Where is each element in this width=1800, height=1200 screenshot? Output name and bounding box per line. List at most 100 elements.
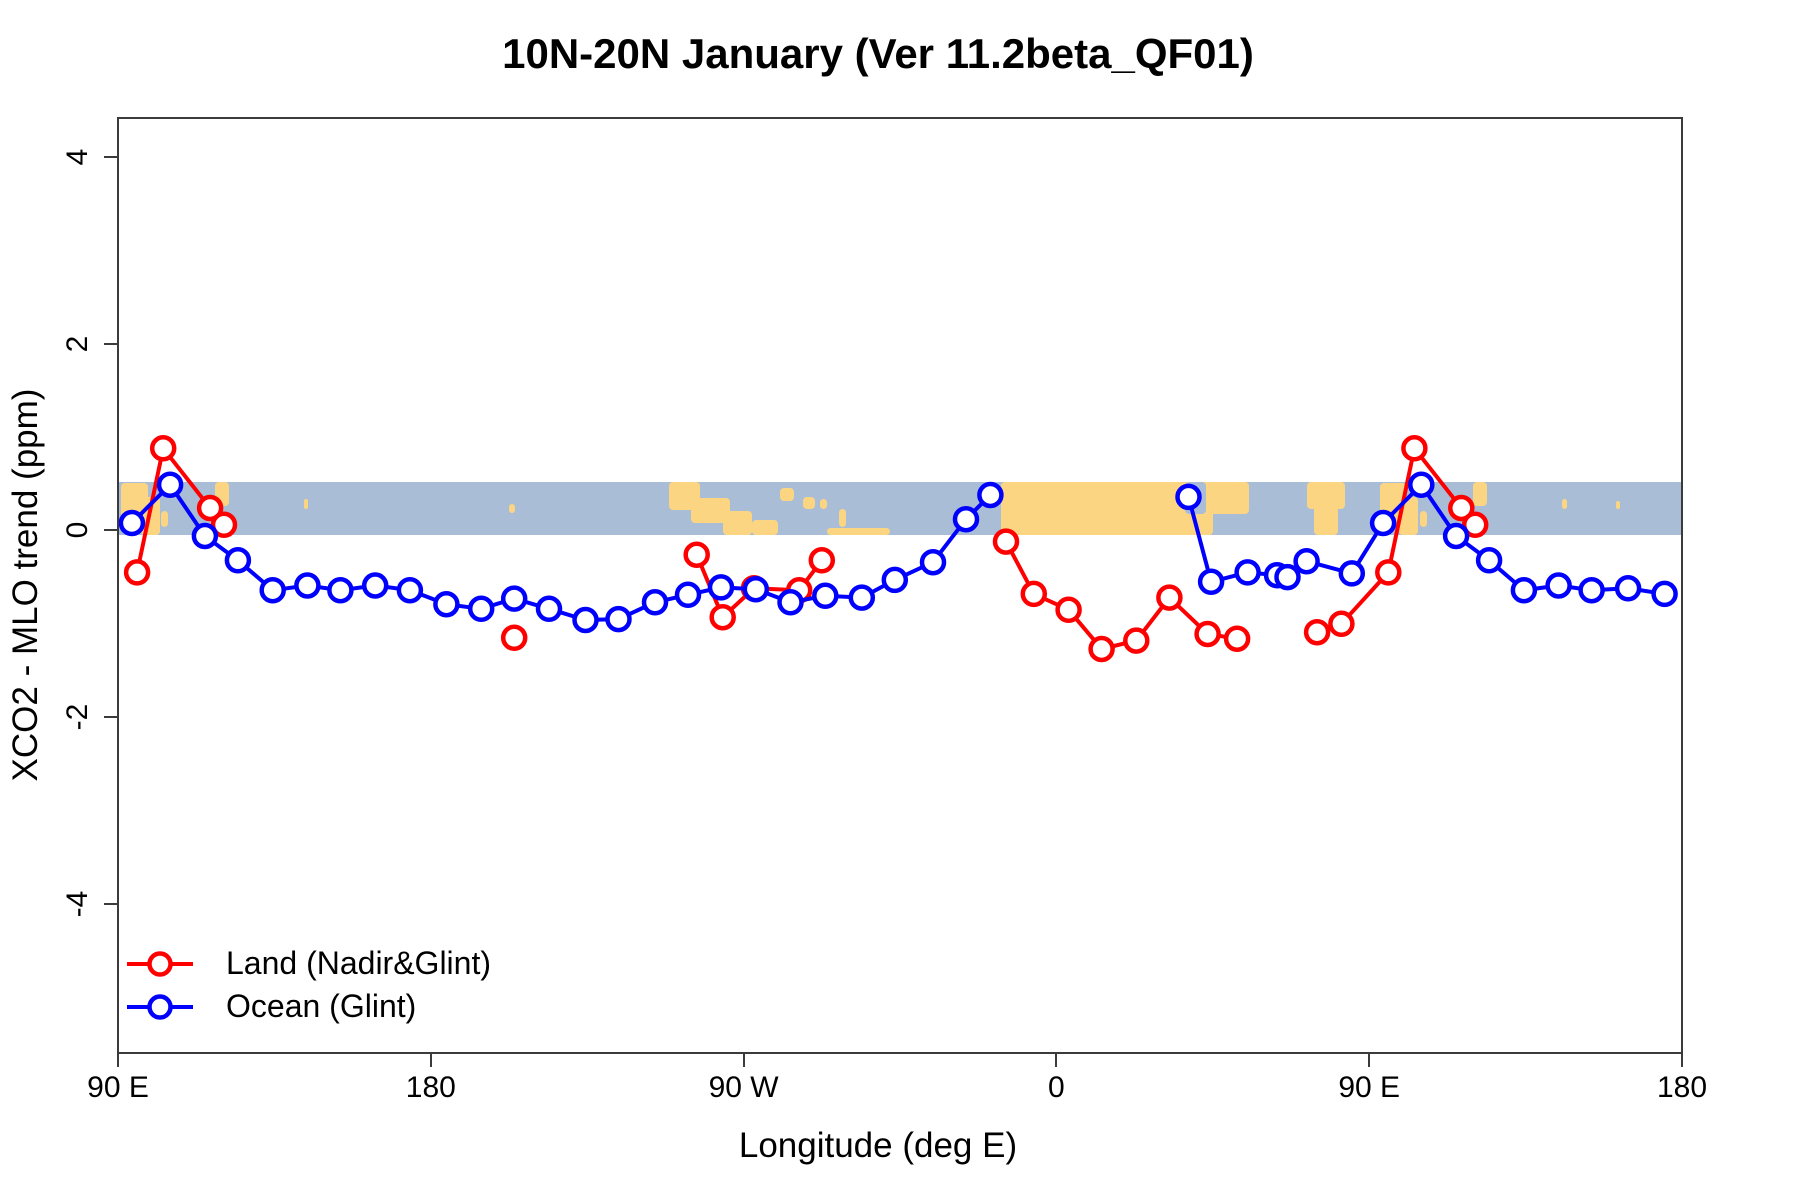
land-data-point — [1461, 511, 1489, 539]
land-data-point — [709, 603, 736, 631]
map-land-patch — [161, 511, 169, 528]
land-data-point — [992, 528, 1020, 555]
land-data-point — [123, 559, 151, 586]
ocean-data-point — [605, 605, 632, 633]
y-tick-mark — [104, 529, 118, 532]
legend-entry-land: Land (Nadir&Glint) — [126, 942, 491, 985]
ocean-data-point — [1369, 509, 1397, 537]
land-data-point — [808, 547, 836, 574]
map-land-patch — [722, 511, 753, 536]
ocean-data-point — [327, 576, 354, 604]
ocean-data-point — [707, 574, 735, 601]
chart-title: 10N-20N January (Ver 11.2beta_QF01) — [502, 30, 1254, 77]
ocean-data-point — [952, 505, 980, 533]
ocean-data-point — [1197, 568, 1225, 596]
ocean-data-point — [919, 548, 947, 576]
map-land-patch — [802, 496, 815, 509]
ocean-data-point — [742, 575, 770, 603]
ocean-data-point — [118, 509, 146, 537]
land-data-point — [1055, 596, 1082, 624]
land-data-point — [1375, 559, 1402, 586]
ocean-data-point — [191, 522, 219, 550]
map-land-patch — [1473, 481, 1488, 506]
ocean-data-point — [433, 590, 460, 618]
x-tick-label: 90 E — [1338, 1071, 1401, 1104]
x-tick-mark — [1368, 1053, 1371, 1067]
ocean-data-point — [500, 585, 528, 612]
x-tick-label: 90 E — [87, 1071, 149, 1104]
x-tick-label: 180 — [405, 1071, 456, 1104]
y-tick-label: 4 — [61, 148, 94, 166]
ocean-data-point — [1408, 471, 1435, 498]
ocean-data-point — [977, 481, 1004, 509]
y-tick-label: -4 — [61, 890, 94, 918]
ocean-data-point — [1234, 559, 1261, 586]
land-data-point — [1020, 580, 1048, 608]
ocean-data-point — [1175, 483, 1202, 511]
legend-entry-ocean: Ocean (Glint) — [126, 985, 491, 1028]
y-tick-mark — [104, 156, 118, 159]
map-land-patch — [780, 488, 794, 501]
ocean-data-point — [848, 584, 876, 611]
x-tick-label: 0 — [1048, 1071, 1065, 1104]
ocean-data-point — [1614, 575, 1642, 602]
land-data-point — [1123, 627, 1150, 654]
ocean-data-point — [641, 589, 669, 616]
x-tick-label: 180 — [1656, 1071, 1708, 1104]
y-tick-label: 0 — [61, 522, 94, 539]
y-tick-label: 2 — [61, 335, 94, 353]
ocean-data-point — [1651, 580, 1678, 608]
map-land-patch — [1313, 505, 1338, 536]
land-data-point — [1328, 610, 1355, 638]
x-tick-label: 90 W — [708, 1071, 779, 1104]
ocean-data-point — [1510, 576, 1538, 604]
x-tick-mark — [1055, 1053, 1058, 1067]
map-land-patch — [1419, 511, 1427, 528]
land-data-point — [1088, 635, 1115, 663]
land-data-point — [683, 541, 710, 568]
map-land-patch — [752, 520, 779, 536]
land-data-point — [1303, 618, 1331, 646]
ocean-data-point — [396, 576, 424, 604]
land-data-point — [210, 511, 238, 539]
ocean-data-point — [361, 572, 389, 599]
ocean-data-point — [572, 606, 599, 634]
map-land-patch — [1306, 481, 1345, 509]
land-data-point — [1401, 435, 1428, 462]
map-land-patch — [1615, 500, 1621, 509]
land-data-point — [500, 624, 528, 652]
y-axis-title: XCO2 - MLO trend (ppm) — [6, 388, 45, 782]
ocean-data-point — [1442, 522, 1470, 550]
ocean-data-point — [812, 582, 839, 610]
ocean-data-point — [259, 576, 286, 604]
land-data-point — [1194, 620, 1221, 648]
map-land-patch — [1198, 481, 1250, 514]
ocean-data-point — [1338, 560, 1366, 587]
land-data-point — [1448, 494, 1475, 522]
x-tick-mark — [117, 1053, 119, 1067]
ocean-data-point — [294, 572, 321, 599]
ocean-data-point — [467, 595, 495, 623]
ocean-data-point — [777, 589, 804, 616]
ocean-data-point — [1274, 563, 1301, 591]
map-land-patch — [820, 499, 827, 509]
land-data-point — [1223, 625, 1251, 652]
ocean-data-point — [881, 566, 909, 594]
legend-label-ocean: Ocean (Glint) — [226, 988, 417, 1024]
land-data-point — [1156, 584, 1183, 611]
x-tick-mark — [429, 1053, 432, 1067]
ocean-data-point — [1475, 547, 1503, 574]
ocean-data-point — [1293, 547, 1320, 575]
ocean-data-point — [1545, 572, 1572, 599]
ocean-data-point — [224, 547, 252, 574]
ocean-data-point — [535, 595, 563, 623]
y-tick-mark — [104, 716, 118, 719]
land-data-point — [149, 435, 177, 462]
map-land-patch — [839, 508, 847, 528]
legend-symbol-land-icon — [127, 950, 193, 977]
series-svg — [118, 435, 1678, 663]
map-land-patch — [827, 527, 890, 536]
ocean-data-point — [156, 471, 184, 498]
map-land-patch — [303, 498, 309, 509]
legend: Land (Nadir&Glint) Ocean (Glint) — [126, 942, 491, 1028]
